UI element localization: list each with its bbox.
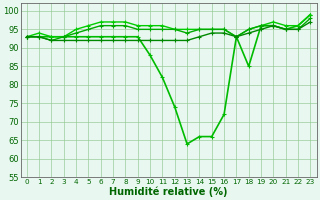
X-axis label: Humidité relative (%): Humidité relative (%) bbox=[109, 186, 228, 197]
